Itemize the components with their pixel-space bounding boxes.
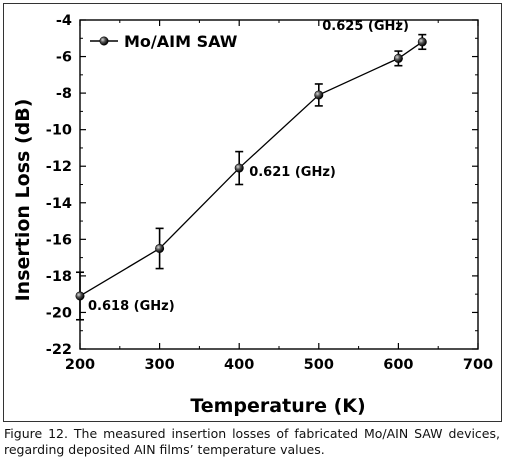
data-point (417, 37, 427, 47)
y-axis-label: Insertion Loss (dB) (12, 99, 34, 302)
y-tick-label: -10 (46, 123, 72, 139)
y-tick-label: -20 (46, 305, 72, 321)
x-axis-label: Temperature (K) (190, 395, 365, 417)
y-tick-label: -14 (46, 196, 72, 212)
y-tick-label: -16 (46, 232, 72, 248)
insertion-loss-chart: 200 300 400 500 600 700 -4 -6 -8 -10 -12 -14 -16 -18 -… (12, 13, 493, 417)
legend-label: Mo/AIM SAW (124, 32, 238, 51)
data-annotation: 0.621 (GHz) (249, 165, 336, 180)
legend-marker (99, 36, 109, 46)
y-tick-label: -12 (46, 159, 72, 175)
y-tick-label: -18 (46, 269, 72, 285)
data-point (393, 53, 403, 63)
figure-frame (3, 3, 502, 422)
x-tick-label: 400 (224, 357, 254, 373)
x-tick-label: 700 (463, 357, 493, 373)
figure-caption: Figure 12. The measured insertion losses… (4, 426, 500, 457)
y-tick-label: -8 (56, 86, 72, 102)
data-point (75, 291, 85, 301)
y-tick-label: -6 (56, 50, 72, 66)
y-tick-label: -4 (56, 13, 72, 29)
data-annotation: 0.625 (GHz) (322, 19, 409, 34)
x-tick-label: 300 (144, 357, 174, 373)
x-tick-label: 600 (383, 357, 413, 373)
data-point (314, 90, 324, 100)
data-annotation: 0.618 (GHz) (88, 299, 175, 314)
x-tick-label: 500 (304, 357, 334, 373)
y-tick-label: -22 (46, 342, 72, 358)
series-line (79, 41, 423, 297)
x-tick-label: 200 (65, 357, 95, 373)
data-point (234, 163, 244, 173)
data-point (155, 243, 165, 253)
